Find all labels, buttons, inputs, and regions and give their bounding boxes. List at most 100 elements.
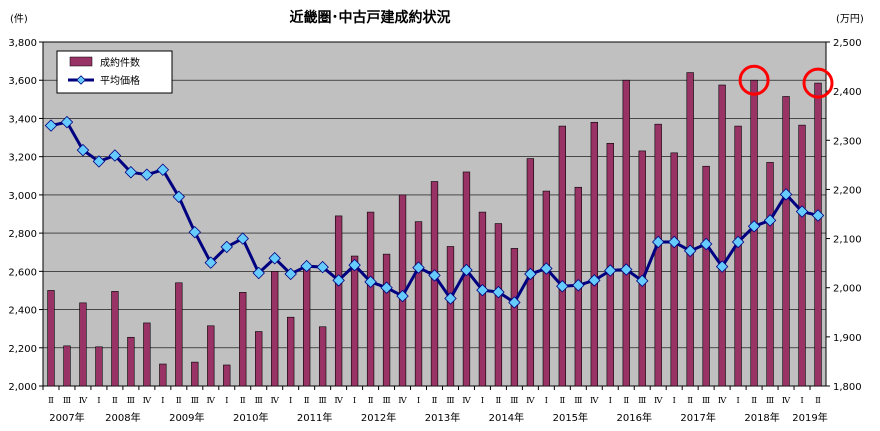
line-point <box>284 267 297 281</box>
line-point <box>108 149 122 162</box>
bar <box>654 123 662 387</box>
quarter-label: Ⅱ <box>368 396 374 406</box>
bar <box>542 190 551 387</box>
bar <box>287 316 295 387</box>
line-point <box>604 264 617 277</box>
right-tick-label: 1,900 <box>833 333 862 344</box>
bar <box>718 84 726 387</box>
bar <box>366 211 375 387</box>
legend-bar-swatch <box>69 56 93 67</box>
bar <box>334 215 343 387</box>
line-point <box>540 262 553 275</box>
line-point <box>348 258 361 272</box>
bar <box>814 82 822 387</box>
quarter-label: Ⅱ <box>496 396 502 406</box>
line-point <box>699 237 713 251</box>
bar <box>63 345 71 387</box>
line-point <box>236 232 249 245</box>
line-point <box>316 260 329 274</box>
quarter-label: Ⅱ <box>432 396 438 406</box>
line-point <box>140 168 154 181</box>
line-point <box>572 279 585 292</box>
line-point <box>731 235 745 249</box>
bar <box>782 96 790 387</box>
bar <box>478 211 487 387</box>
bar <box>798 124 806 387</box>
bar <box>47 290 55 387</box>
line-point <box>380 281 393 294</box>
year-label: 2007年 <box>49 411 84 424</box>
quarter-label: Ⅰ <box>97 396 100 406</box>
bar <box>734 125 742 387</box>
line-point <box>220 240 233 254</box>
bar <box>670 152 678 387</box>
bar <box>686 72 694 387</box>
line-point <box>76 143 90 157</box>
bar <box>175 282 183 387</box>
quarter-label: Ⅱ <box>559 396 565 406</box>
quarter-label: Ⅲ <box>127 396 135 406</box>
right-tick-label: 2,000 <box>833 284 862 295</box>
bar <box>223 364 231 387</box>
quarter-label: Ⅳ <box>398 396 407 406</box>
quarter-label: Ⅳ <box>207 396 216 406</box>
quarter-label: Ⅰ <box>417 396 420 406</box>
line-point <box>476 283 489 297</box>
quarter-label: Ⅱ <box>623 396 629 406</box>
quarter-label: Ⅰ <box>225 396 228 406</box>
line-point <box>460 263 473 277</box>
bar <box>350 255 359 387</box>
highlight-circle <box>802 67 834 99</box>
quarter-label: Ⅲ <box>191 396 199 406</box>
annotations <box>738 64 834 99</box>
bar <box>510 248 519 387</box>
quarter-label: Ⅳ <box>334 396 343 406</box>
quarter-label: Ⅳ <box>654 396 663 406</box>
right-axis-unit: (万円) <box>836 14 864 25</box>
bar <box>430 181 439 387</box>
left-axis-unit: (件) <box>10 13 28 25</box>
legend-line-label: 平均価格 <box>100 74 140 87</box>
line-point <box>795 205 809 218</box>
line-point <box>364 275 377 289</box>
bar <box>111 291 119 387</box>
year-label: 2011年 <box>297 411 332 424</box>
year-label: 2013年 <box>425 411 460 424</box>
quarter-label: Ⅱ <box>48 396 54 406</box>
quarter-label: Ⅲ <box>766 396 774 406</box>
line-point <box>588 274 601 287</box>
line-point <box>779 188 793 201</box>
quarter-label: Ⅳ <box>590 396 599 406</box>
bar <box>558 125 566 387</box>
right-tick-label: 2,500 <box>833 38 862 49</box>
right-tick-label: 2,200 <box>833 185 862 196</box>
year-label: 2016年 <box>617 411 652 424</box>
year-label: 2010年 <box>233 411 268 424</box>
quarter-label: Ⅳ <box>782 396 791 406</box>
line-point <box>636 274 649 288</box>
line-point <box>124 166 138 179</box>
line-point <box>396 289 409 303</box>
line-point <box>204 256 218 269</box>
bar <box>702 165 710 387</box>
bar <box>638 150 646 387</box>
line-point <box>763 214 777 227</box>
left-tick-label: 3,600 <box>8 76 37 87</box>
quarter-label: Ⅳ <box>79 396 88 406</box>
line-point <box>188 225 202 239</box>
quarter-label: Ⅲ <box>255 396 263 406</box>
line-point <box>444 292 457 305</box>
bar <box>191 361 199 387</box>
quarter-label: Ⅳ <box>270 396 279 406</box>
line-point <box>332 274 345 287</box>
quarter-label: Ⅱ <box>112 396 118 406</box>
bar <box>318 326 327 387</box>
bar <box>622 79 630 387</box>
bar <box>766 162 774 387</box>
quarter-label: Ⅲ <box>638 396 646 406</box>
line-point <box>524 267 537 281</box>
right-tick-label: 2,400 <box>833 87 862 98</box>
bar <box>462 171 471 387</box>
